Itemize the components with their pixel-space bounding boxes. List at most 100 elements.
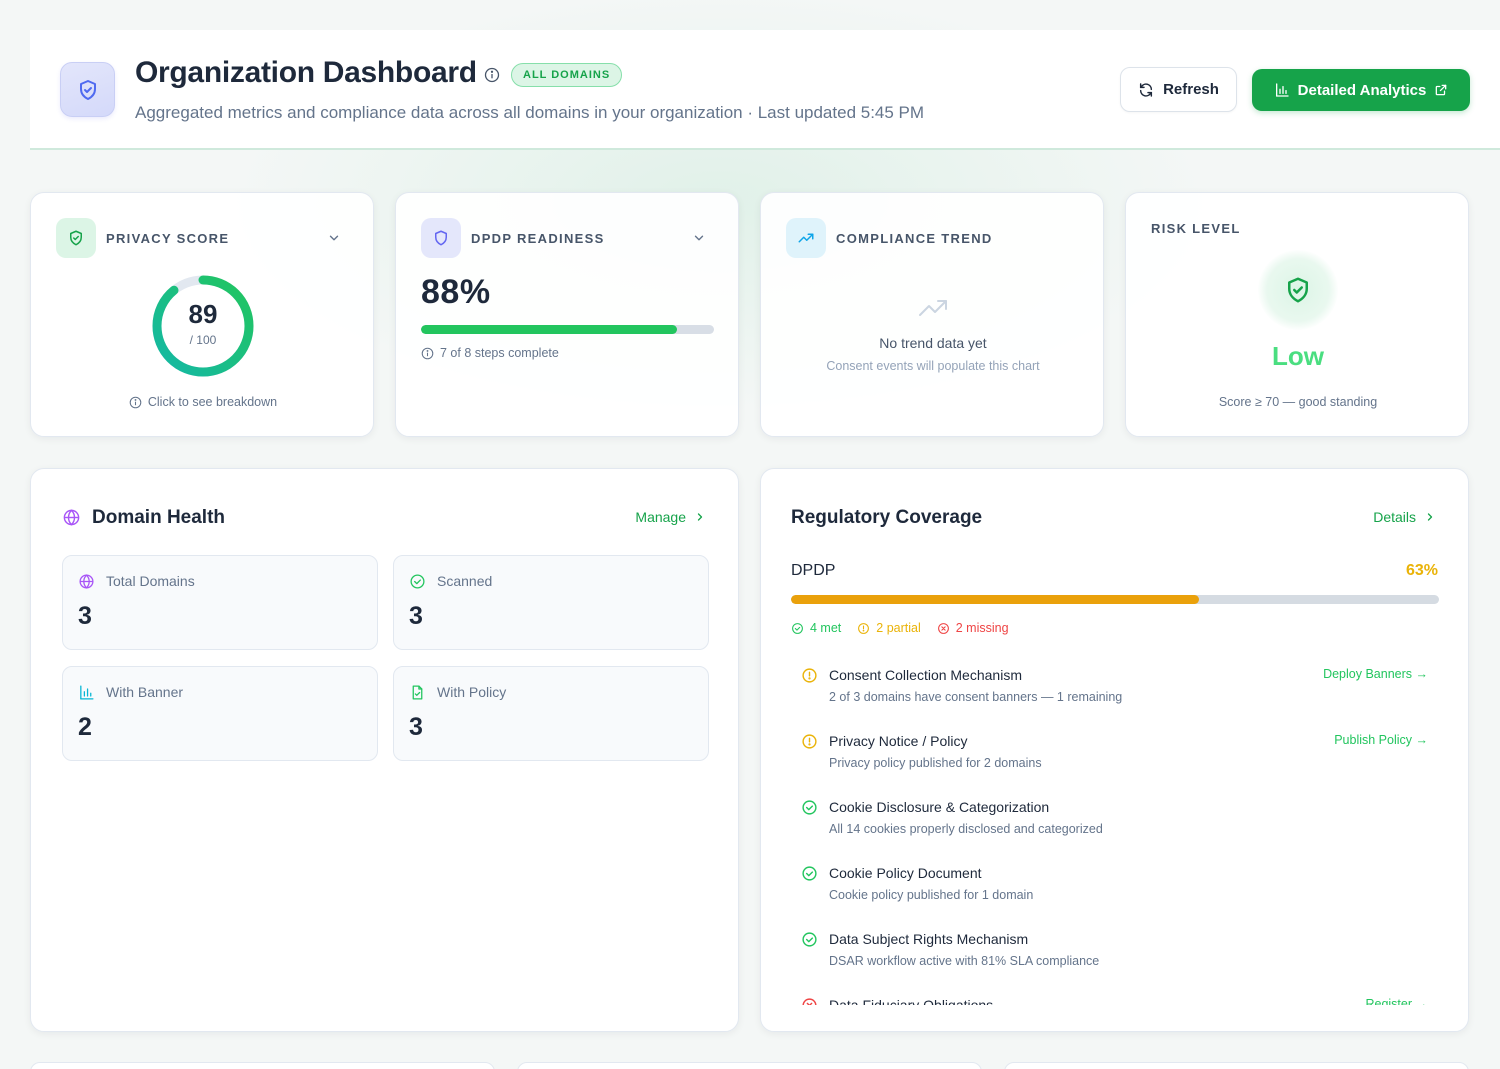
publish-policy-link[interactable]: Publish Policy → [1334,733,1428,747]
requirement-item[interactable]: Data Subject Rights Mechanism DSAR workf… [791,925,1441,985]
breakdown-hint-text: Click to see breakdown [147,395,278,409]
requirement-title: Cookie Policy Document [829,865,982,881]
requirement-description: Privacy policy published for 2 domains [829,756,1042,770]
requirement-description: Cookie policy published for 1 domain [829,888,1034,902]
trending-up-icon [919,300,947,316]
steps-hint-text: 7 of 8 steps complete [440,346,559,360]
tile-value: 2 [78,713,92,741]
alert-circle-icon [802,668,817,683]
deploy-banners-link[interactable]: Deploy Banners → [1323,667,1428,681]
requirement-item[interactable]: Data Fiduciary Obligations Register → [791,991,1441,1005]
shield-icon [421,218,461,258]
chevron-down-icon[interactable] [327,231,341,245]
gauge-fill [152,275,254,377]
compliance-trend-card: COMPLIANCE TREND No trend data yet Conse… [760,192,1104,437]
trend-empty-title: No trend data yet [879,335,987,351]
document-icon [412,685,423,700]
missing-count: 2 missing [955,621,1009,635]
tile-label: With Banner [106,684,184,700]
check-circle-icon [792,622,803,634]
tile-value: 3 [78,602,92,630]
partial-count: 2 partial [876,621,921,635]
dpdp-progress-fill [421,325,678,334]
domain-health-title: Domain Health [92,507,226,528]
regulation-progress-fill [791,595,1200,604]
domain-health-panel: Domain Health Manage Total Domains 3 Sca… [30,468,739,1032]
detailed-analytics-label: Detailed Analytics [1297,81,1427,99]
tile-value: 3 [409,602,423,630]
with-banner-tile: With Banner 2 [62,666,378,761]
risk-level-value: Low [1272,341,1324,371]
requirement-title: Consent Collection Mechanism [829,667,1022,683]
refresh-icon [1139,82,1153,97]
compliance-trend-label: COMPLIANCE TREND [836,231,993,246]
requirement-title: Data Fiduciary Obligations [829,997,994,1005]
regulation-name: DPDP [791,562,836,579]
privacy-score-value: 89 [188,299,218,329]
risk-level-card: RISK LEVEL Low Score ≥ 70 — good standin… [1125,192,1469,437]
globe-icon [79,574,94,589]
regulation-percentage: 63% [1405,562,1438,579]
page-subtitle: Aggregated metrics and compliance data a… [135,103,925,122]
requirement-title: Privacy Notice / Policy [829,733,968,749]
requirement-item[interactable]: Privacy Notice / Policy Privacy policy p… [791,727,1441,787]
chevron-down-icon[interactable] [692,231,706,245]
tile-label: With Policy [437,684,507,700]
detailed-analytics-button[interactable]: Detailed Analytics [1252,69,1470,111]
total-domains-tile: Total Domains 3 [62,555,378,650]
shield-icon [60,62,115,117]
info-icon [421,347,434,359]
trend-empty-subtitle: Consent events will populate this chart [826,359,1040,373]
trending-up-icon [786,218,826,258]
x-circle-icon [937,622,949,634]
alert-circle-icon [802,734,817,749]
details-link[interactable]: Details [1373,509,1436,525]
bottom-card [517,1062,982,1069]
shield-check-icon [56,218,96,258]
check-circle-icon [802,866,817,881]
bar-chart-icon [80,685,94,700]
tile-label: Total Domains [106,573,195,589]
breakdown-hint[interactable]: Click to see breakdown [31,395,375,409]
globe-icon [63,509,80,526]
check-circle-icon [802,932,817,947]
refresh-label: Refresh [1163,81,1219,98]
privacy-score-card[interactable]: PRIVACY SCORE 89 / 100 Click to see brea… [30,192,374,437]
check-circle-icon [802,800,817,815]
privacy-score-max: / 100 [189,333,217,347]
page-title: Organization Dashboard [135,56,477,89]
regulatory-coverage-panel: Regulatory Coverage Details DPDP 63% 4 m… [760,468,1469,1032]
shield-check-icon [1258,250,1338,330]
bottom-card [30,1062,495,1069]
scanned-tile: Scanned 3 [393,555,709,650]
requirement-item[interactable]: Cookie Policy Document Cookie policy pub… [791,859,1441,919]
risk-level-label: RISK LEVEL [1151,221,1241,236]
x-circle-icon [802,998,817,1005]
dpdp-readiness-value: 88% [421,273,491,311]
requirement-item[interactable]: Cookie Disclosure & Categorization All 1… [791,793,1441,853]
requirement-description: 2 of 3 domains have consent banners — 1 … [829,690,1123,704]
requirements-list[interactable]: Consent Collection Mechanism 2 of 3 doma… [791,657,1441,1005]
with-policy-tile: With Policy 3 [393,666,709,761]
info-icon[interactable] [484,67,500,83]
requirement-title: Data Subject Rights Mechanism [829,931,1029,947]
regulation-stats: 4 met 2 partial 2 missing [791,621,1009,635]
manage-link[interactable]: Manage [635,509,706,525]
external-link-icon [1436,84,1447,96]
info-icon [129,396,142,408]
missing-stat: 2 missing [937,621,1009,635]
register-link[interactable]: Register → [1365,997,1428,1005]
tile-value: 3 [409,713,423,741]
steps-hint: 7 of 8 steps complete [421,346,559,360]
bottom-card [1004,1062,1469,1069]
requirement-item[interactable]: Consent Collection Mechanism 2 of 3 doma… [791,661,1441,721]
bar-chart-icon [1275,83,1289,97]
requirement-description: All 14 cookies properly disclosed and ca… [829,822,1103,836]
dpdp-readiness-card[interactable]: DPDP READINESS 88% 7 of 8 steps complete [395,192,739,437]
chevron-right-icon [1427,513,1433,521]
dpdp-readiness-label: DPDP READINESS [471,231,605,246]
refresh-button[interactable]: Refresh [1120,67,1237,112]
alert-circle-icon [858,622,870,634]
details-label: Details [1373,509,1416,525]
check-circle-icon [410,574,425,589]
